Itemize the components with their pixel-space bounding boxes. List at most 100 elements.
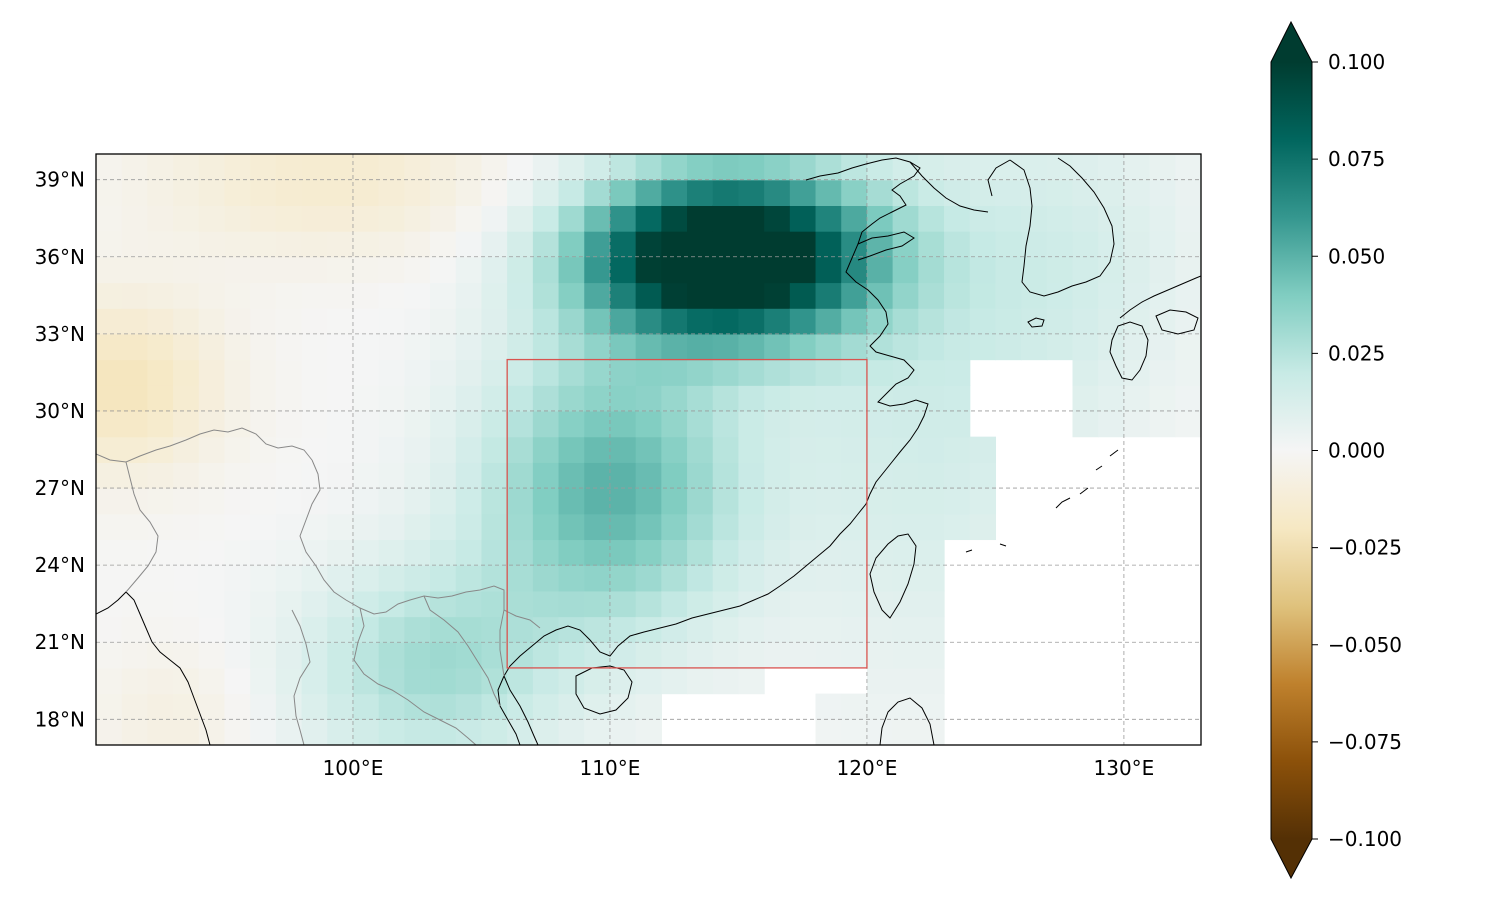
liaodong-coastline [909,161,989,213]
heatmap-cell [327,642,354,669]
heatmap-cell [96,179,123,206]
heatmap-cell [327,205,354,232]
heatmap-cell [96,462,123,489]
heatmap-cell [507,590,534,618]
heatmap-cell [173,333,200,361]
heatmap-cell [352,231,380,258]
heatmap-cell [173,616,200,643]
heatmap-cell [250,539,277,566]
heatmap-cell [250,205,277,232]
heatmap-cell [1123,231,1151,258]
heatmap-cell [764,333,791,361]
heatmap-cell [789,256,817,284]
vietnam-border-inner [503,609,541,629]
heatmap-cell [558,565,585,592]
heatmap-cell [712,179,740,206]
heatmap-cell [1123,154,1151,181]
heatmap-cell [635,693,662,720]
heatmap-cell [609,154,637,181]
heatmap-cell [815,719,842,745]
heatmap-cell [764,410,791,438]
colorbar: 0.100 0.075 0.050 0.025 0.000 −0.025 −0.050 −0.… [1270,20,1402,880]
heatmap-cell [250,745,276,771]
heatmap-cell [558,385,585,412]
heatmap-cell [404,642,431,669]
heatmap-cell [352,616,380,643]
heatmap-cell [892,642,919,669]
heatmap-cell [147,436,174,463]
heatmap-cell [96,667,123,695]
heatmap-cell [121,513,148,541]
latitude-tick-label: 33°N [35,322,85,346]
heatmap-cell [404,462,431,489]
heatmap-cell [532,616,560,643]
heatmap-cell [224,436,251,463]
heatmap-cell [584,642,611,669]
heatmap-cell [712,642,740,669]
heatmap-cell [841,410,868,438]
heatmap-cell [1175,256,1201,284]
heatmap-cell [481,565,508,592]
heatmap-cell [661,308,688,335]
heatmap-cell [173,205,200,232]
heatmap-cell [738,488,765,515]
heatmap-cell [481,693,508,720]
heatmap-cell [121,616,148,643]
heatmap-cell [558,205,585,232]
bay-of-bengal-coastline [96,591,211,745]
heatmap-cell [455,179,483,206]
heatmap-cell [918,256,945,284]
heatmap-cell [352,513,380,541]
heatmap-cell [558,719,585,745]
heatmap-cell [584,154,611,181]
heatmap-cell [378,693,405,720]
heatmap-cell [532,590,560,618]
heatmap-cell [481,333,508,361]
heatmap-cell [275,667,303,695]
heatmap-cell [815,642,842,669]
heatmap-cell [1175,282,1201,309]
heatmap-cell [224,693,251,720]
heatmap-cell [815,410,842,438]
heatmap-cell [301,256,328,284]
heatmap-cell [687,154,714,181]
heatmap-cell [96,590,123,618]
heatmap-cell [918,282,945,309]
colorbar-tick-label: 0.000 [1328,439,1385,463]
heatmap-cell [455,436,483,463]
heatmap-cell [327,616,354,643]
heatmap-cell [944,205,971,232]
heatmap-cell [1175,205,1201,232]
heatmap-cell [1046,333,1074,361]
heatmap-cell [404,436,431,463]
heatmap-cell [121,282,148,309]
china-myanmar-border [299,459,505,677]
heatmap-cell [250,282,277,309]
heatmap-cell [301,667,328,695]
latitude-axis: 39°N 36°N 33°N 30°N 27°N 24°N 21°N 18°N [35,168,85,732]
heatmap-cell [456,745,482,771]
heatmap-cell [1072,205,1099,232]
heatmap-cell [866,308,894,335]
heatmap-cell [96,719,123,745]
heatmap-cell [1149,282,1176,309]
heatmap-cell [1098,256,1125,284]
heatmap-cell [815,693,842,720]
heatmap-cell [1072,359,1099,386]
heatmap-cell [147,539,174,566]
heatmap-cell [635,462,662,489]
heatmap-cell [147,462,174,489]
heatmap-cell [96,154,123,181]
heatmap-cell [327,231,354,258]
heatmap-cell [173,282,200,309]
heatmap-cell [275,590,303,618]
heatmap-cell [404,616,431,643]
heatmap-cell [944,179,971,206]
heatmap-cell [507,513,534,541]
heatmap-cell [738,667,765,695]
heatmap-cell [764,590,791,618]
heatmap-cell [198,231,226,258]
heatmap-cell [327,359,354,386]
colorbar-tick-label: 0.100 [1328,50,1385,74]
heatmap-cell [276,745,302,771]
